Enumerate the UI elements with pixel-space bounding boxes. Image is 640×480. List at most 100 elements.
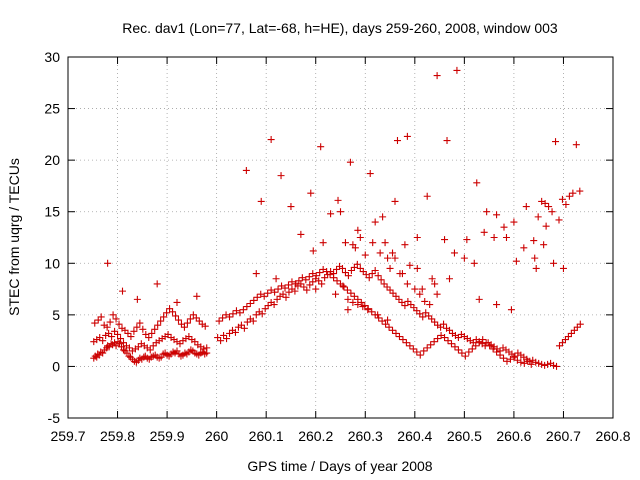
data-point: [496, 351, 504, 359]
data-point: [139, 325, 147, 333]
data-point: [154, 321, 162, 329]
data-point: [443, 137, 451, 145]
data-point: [576, 187, 584, 195]
data-point: [163, 309, 171, 317]
data-point: [406, 261, 414, 269]
data-point: [91, 319, 99, 327]
y-tick-label: 0: [52, 358, 60, 374]
data-point: [339, 282, 347, 290]
data-point: [160, 313, 168, 321]
data-point: [267, 136, 275, 144]
data-point: [253, 293, 261, 301]
data-point: [292, 280, 300, 288]
data-point: [142, 330, 150, 338]
data-point: [332, 290, 340, 298]
data-point: [354, 226, 362, 234]
data-point: [371, 218, 379, 226]
x-tick-label: 260.2: [298, 428, 333, 444]
data-point: [379, 213, 387, 221]
data-point: [226, 329, 234, 337]
data-point: [186, 315, 194, 323]
data-point: [107, 340, 115, 348]
data-point: [542, 222, 550, 230]
data-point: [493, 348, 501, 356]
data-point: [354, 301, 362, 309]
data-point: [512, 257, 520, 265]
data-point: [423, 192, 431, 200]
data-point: [119, 339, 127, 347]
data-point: [416, 351, 424, 359]
data-point: [340, 283, 348, 291]
data-point: [350, 292, 358, 300]
data-point: [121, 326, 129, 334]
data-point: [472, 342, 480, 350]
data-point: [489, 345, 497, 353]
data-point: [407, 301, 415, 309]
data-point: [401, 302, 409, 310]
data-point: [312, 285, 320, 293]
data-point: [420, 347, 428, 355]
data-point: [185, 333, 193, 341]
data-point: [140, 353, 148, 361]
data-point: [124, 329, 132, 337]
data-point: [468, 345, 476, 353]
data-point: [458, 349, 466, 357]
data-point: [398, 270, 406, 278]
data-point: [463, 236, 471, 244]
data-point: [401, 241, 409, 249]
data-point: [403, 280, 411, 288]
data-point: [333, 277, 341, 285]
data-point: [264, 289, 272, 297]
data-point: [532, 358, 540, 366]
data-point: [570, 326, 578, 334]
y-tick-label: 20: [44, 152, 60, 168]
data-point: [316, 269, 324, 277]
data-point: [300, 283, 308, 291]
data-point: [270, 301, 278, 309]
data-point: [217, 337, 225, 345]
data-point: [334, 196, 342, 204]
data-point: [361, 251, 369, 259]
y-tick-label: 10: [44, 255, 60, 271]
data-point: [125, 352, 133, 360]
data-point: [323, 268, 331, 276]
data-point: [252, 311, 260, 319]
data-point: [362, 271, 370, 279]
data-point: [200, 345, 208, 353]
data-point: [550, 361, 558, 369]
data-point: [541, 361, 549, 369]
data-point: [318, 280, 326, 288]
data-point: [552, 138, 560, 146]
data-point: [136, 319, 144, 327]
data-point: [302, 276, 310, 284]
data-point: [295, 277, 303, 285]
data-point: [386, 264, 394, 272]
data-point: [193, 292, 201, 300]
data-point: [561, 336, 569, 344]
data-point: [344, 306, 352, 314]
data-point: [112, 315, 120, 323]
data-point: [231, 328, 239, 336]
data-point: [378, 317, 386, 325]
data-point: [127, 333, 135, 341]
data-point: [272, 275, 280, 283]
data-point: [164, 330, 172, 338]
plot-frame: [67, 56, 614, 419]
data-point: [257, 197, 265, 205]
data-point: [413, 348, 421, 356]
data-point: [130, 327, 138, 335]
data-point: [279, 290, 287, 298]
data-point: [540, 241, 548, 249]
data-point: [440, 320, 448, 328]
data-point: [201, 322, 209, 330]
data-point: [431, 318, 439, 326]
data-points: [90, 66, 584, 370]
data-point: [433, 72, 441, 80]
data-point: [470, 259, 478, 267]
data-point: [419, 313, 427, 321]
data-point: [326, 271, 334, 279]
data-point: [413, 234, 421, 241]
data-point: [242, 166, 250, 174]
data-point: [368, 308, 376, 316]
